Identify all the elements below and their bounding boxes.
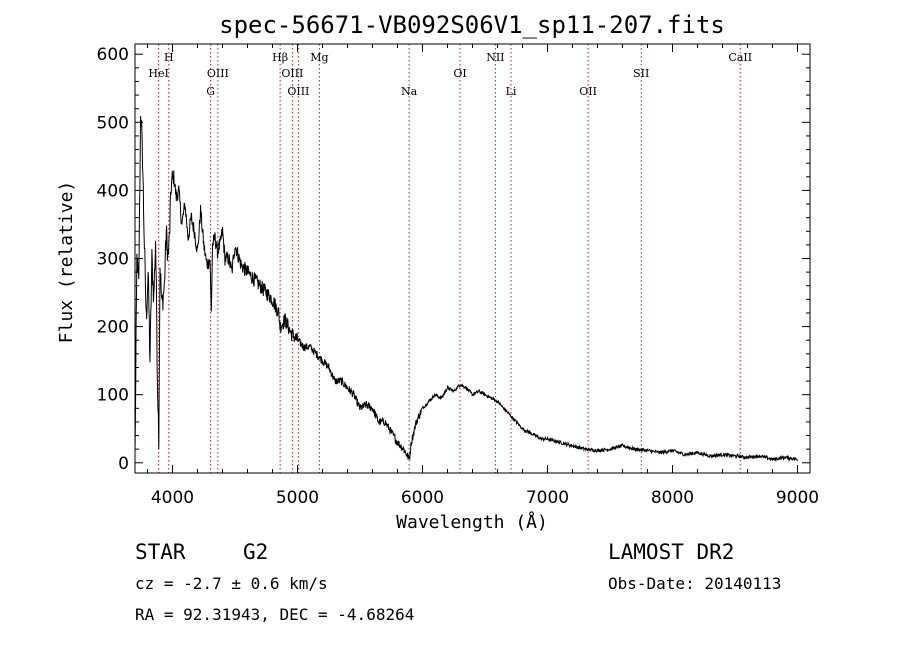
x-tick-label: 8000 (651, 488, 694, 508)
y-tick-label: 100 (97, 386, 129, 406)
line-label-li-11: Li (506, 85, 517, 98)
line-label-oii-12: OII (579, 85, 597, 98)
line-label-hei-1: HeI (148, 67, 168, 80)
line-label-h-0: H (164, 51, 174, 64)
x-tick-label: 5000 (276, 488, 319, 508)
observation-date: Obs-Date: 20140113 (608, 574, 781, 593)
y-tick-label: 200 (97, 318, 129, 338)
x-axis-ticks: 4000 5000 6000 7000 8000 9000 (147, 44, 819, 508)
y-tick-label: 500 (97, 113, 129, 133)
x-tick-label: 6000 (401, 488, 444, 508)
y-tick-label: 0 (118, 454, 129, 474)
survey-name: LAMOST DR2 (608, 540, 734, 564)
line-label-oiii-5: OIII (281, 67, 303, 80)
chart-title: spec-56671-VB092S06V1_sp11-207.fits (219, 11, 725, 39)
plot-frame (134, 43, 811, 474)
object-class: STAR (135, 540, 186, 564)
line-label-caii-14: CaII (728, 51, 752, 64)
y-tick-label: 300 (97, 250, 129, 270)
y-axis-label: Flux (relative) (56, 181, 77, 344)
line-label-mg-7: Mg (310, 51, 328, 64)
redshift-cz: cz = -2.7 ± 0.6 km/s (135, 574, 328, 593)
object-subclass: G2 (243, 540, 268, 564)
line-label-na-8: Na (401, 85, 418, 98)
line-label-sii-13: SII (633, 67, 649, 80)
x-tick-label: 4000 (151, 488, 194, 508)
line-label-nii-10: NII (486, 51, 504, 64)
x-tick-label: 9000 (776, 488, 819, 508)
x-axis-label: Wavelength (Å) (396, 511, 548, 533)
spectral-line-markers (158, 44, 741, 473)
line-label-oi-9: OI (453, 67, 466, 80)
spectrum-series-line (134, 115, 798, 463)
y-axis-ticks: 0 100 200 300 400 500 600 (97, 45, 810, 474)
y-tick-label: 400 (97, 181, 129, 201)
line-label-oiii-6: OIII (287, 85, 309, 98)
spectral-line-labels: H HeI OIII G Hβ OIII OIII Mg Na OI NII Li OII SII CaII (148, 51, 752, 98)
line-label-oiii-2: OIII (207, 67, 229, 80)
y-tick-label: 600 (97, 45, 129, 65)
line-label-hβ-4: Hβ (272, 51, 288, 64)
x-tick-label: 7000 (526, 488, 569, 508)
ra-dec-coords: RA = 92.31943, DEC = -4.68264 (135, 605, 414, 624)
line-label-g-3: G (206, 85, 215, 98)
